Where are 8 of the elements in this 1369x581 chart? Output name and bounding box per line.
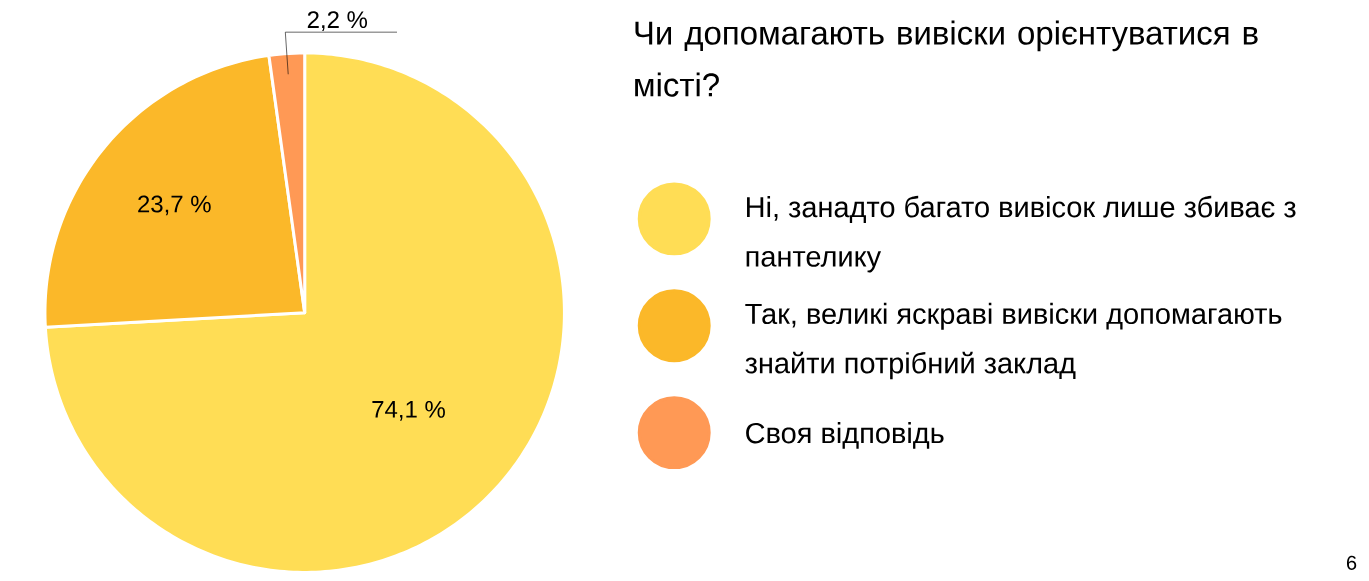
legend-label: Так, великі яскраві вивіски допомагають знайти потрібний заклад <box>745 302 1282 379</box>
text: Чи допомагають вивіски орієнтуватися в місті? <box>635 20 1258 97</box>
data-label: 2,2 % <box>307 10 368 31</box>
legend-label: Своя відповідь <box>746 421 944 449</box>
legend-label: Ні, занадто багато вивісок лише збиває з пантелику <box>746 195 1296 273</box>
data-label: 74,1 % <box>372 400 445 421</box>
data-label: 23,7 % <box>138 195 211 216</box>
text: 6 <box>1347 555 1357 570</box>
